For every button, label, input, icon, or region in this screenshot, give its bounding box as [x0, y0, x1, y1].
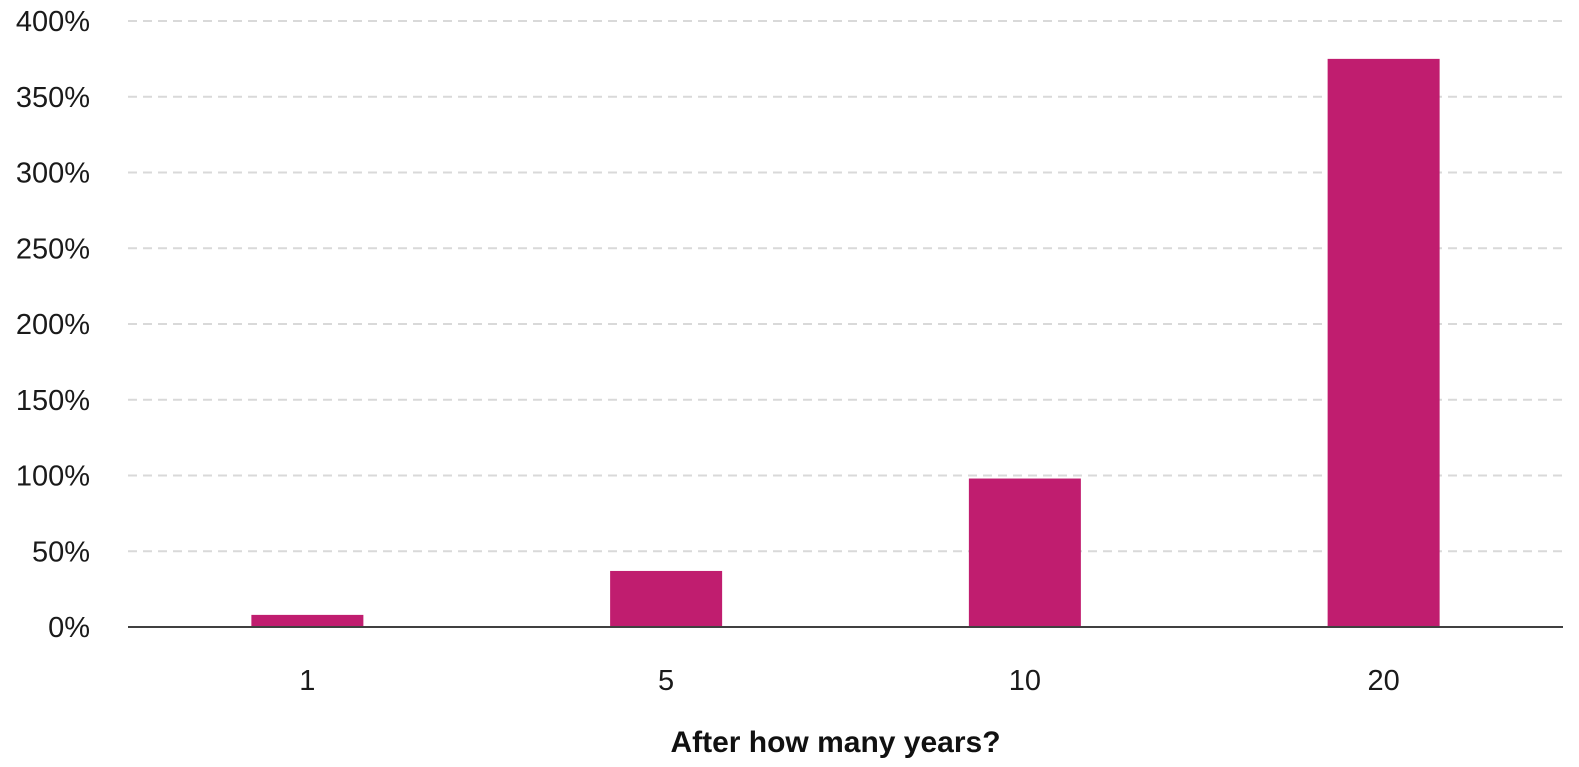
bars — [251, 58, 1440, 627]
bar-1 — [251, 614, 364, 627]
x-tick-label: 20 — [1367, 665, 1399, 697]
x-tick-label: 1 — [299, 665, 315, 697]
y-tick-label: 100% — [16, 461, 90, 493]
x-axis-tick-labels: 1 5 10 20 — [299, 665, 1399, 697]
y-axis-tick-labels: 0% 50% 100% 150% 200% 250% 300% 350% 400% — [16, 6, 90, 644]
x-tick-label: 5 — [658, 665, 674, 697]
y-tick-label: 200% — [16, 309, 90, 341]
y-tick-label: 350% — [16, 82, 90, 114]
y-tick-label: 150% — [16, 385, 90, 417]
y-tick-label: 400% — [16, 6, 90, 38]
x-axis-title: After how many years? — [670, 726, 1000, 759]
bar-20 — [1327, 58, 1440, 627]
y-tick-label: 300% — [16, 158, 90, 190]
x-tick-label: 10 — [1009, 665, 1041, 697]
y-tick-label: 250% — [16, 233, 90, 265]
bar-10 — [968, 478, 1081, 627]
bar-5 — [610, 570, 723, 627]
y-tick-label: 50% — [32, 536, 90, 568]
y-tick-label: 0% — [48, 612, 90, 644]
